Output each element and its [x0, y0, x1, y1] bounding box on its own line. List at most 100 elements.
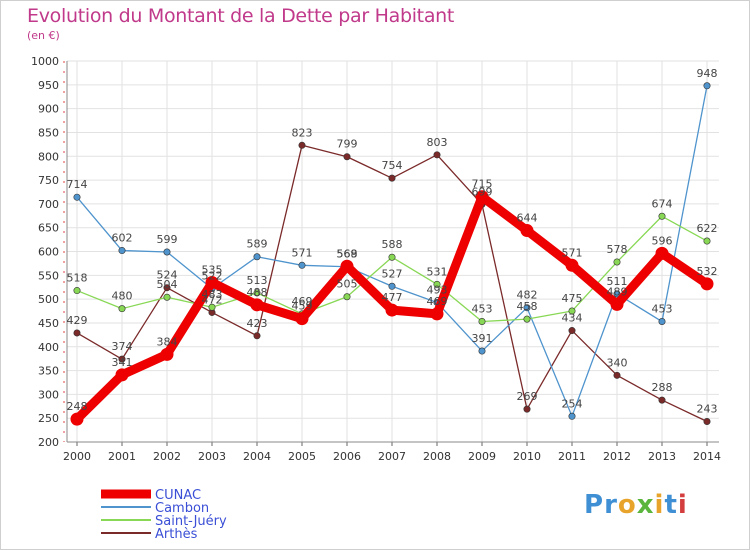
x-tick-label: 2002 [153, 450, 181, 463]
logo-letter: i [654, 490, 665, 520]
data-point [568, 327, 576, 335]
data-point [568, 412, 576, 420]
data-point [610, 297, 624, 311]
data-label: 453 [652, 303, 673, 316]
data-point [655, 246, 669, 260]
data-point [613, 290, 621, 298]
data-point [523, 315, 531, 323]
data-label: 823 [292, 126, 313, 139]
y-tick-label: 700 [38, 198, 59, 211]
data-label: 483 [202, 288, 223, 301]
data-label: 340 [607, 356, 628, 369]
data-label: 488 [247, 286, 268, 299]
y-tick-label: 650 [38, 222, 59, 235]
x-tick-label: 2007 [378, 450, 406, 463]
data-label: 429 [67, 314, 88, 327]
data-label: 571 [292, 246, 313, 259]
logo-letter: P [584, 490, 605, 520]
x-tick-label: 2003 [198, 450, 226, 463]
data-label: 674 [652, 197, 673, 210]
data-point [388, 253, 396, 261]
y-tick-label: 550 [38, 269, 59, 282]
logo-letter: x [636, 490, 655, 520]
y-tick-label: 750 [38, 174, 59, 187]
data-point [658, 318, 666, 326]
y-tick-label: 500 [38, 293, 59, 306]
data-label: 803 [427, 136, 448, 149]
axes: 200 250 300 350 400 450 500 550 600 650 700 750 800 8… [31, 55, 721, 463]
data-point [565, 258, 579, 272]
data-label: 799 [337, 138, 358, 151]
data-label: 423 [247, 317, 268, 330]
data-point [160, 347, 174, 361]
data-point [613, 258, 621, 266]
data-label: 568 [337, 248, 358, 261]
data-point [295, 312, 309, 326]
data-point [703, 82, 711, 90]
data-label: 341 [112, 356, 133, 369]
data-label: 531 [427, 265, 448, 278]
data-label: 948 [697, 67, 718, 80]
data-label: 505 [337, 278, 358, 291]
data-point [385, 303, 399, 317]
data-label: 459 [292, 300, 313, 313]
data-point [478, 347, 486, 355]
data-label: 288 [652, 381, 673, 394]
data-label: 254 [562, 397, 583, 410]
x-tick-label: 2013 [648, 450, 676, 463]
data-point [118, 247, 126, 255]
data-label: 434 [562, 312, 583, 325]
y-tick-label: 950 [38, 79, 59, 92]
data-point [433, 280, 441, 288]
logo-letter: o [617, 490, 637, 520]
y-tick-label: 350 [38, 365, 59, 378]
y-tick-label: 400 [38, 341, 59, 354]
data-label: 518 [67, 272, 88, 285]
data-point [253, 289, 261, 297]
y-tick-label: 850 [38, 126, 59, 139]
data-label: 527 [382, 267, 403, 280]
data-point [568, 307, 576, 315]
data-label: 469 [427, 295, 448, 308]
data-point [703, 418, 711, 426]
x-tick-label: 2009 [468, 450, 496, 463]
data-label: 599 [157, 233, 178, 246]
data-label: 243 [697, 403, 718, 416]
data-point [430, 307, 444, 321]
data-point [118, 355, 126, 363]
y-tick-label: 300 [38, 388, 59, 401]
data-label: 453 [472, 303, 493, 316]
data-label: 578 [607, 243, 628, 256]
data-point [343, 293, 351, 301]
y-tick-label: 1000 [31, 55, 59, 68]
data-label: 535 [202, 263, 223, 276]
data-point [205, 275, 219, 289]
data-point [253, 253, 261, 261]
data-point [163, 284, 171, 292]
data-point [253, 332, 261, 340]
data-point [388, 282, 396, 290]
data-label: 714 [67, 178, 88, 191]
data-label: 588 [382, 238, 403, 251]
data-point [343, 153, 351, 161]
data-point [163, 248, 171, 256]
data-label: 571 [562, 246, 583, 259]
data-label: 602 [112, 232, 133, 245]
data-point [478, 318, 486, 326]
data-point [208, 303, 216, 311]
data-point [613, 371, 621, 379]
data-label: 482 [517, 289, 538, 302]
logo-letter: i [677, 490, 688, 520]
x-tick-label: 2000 [63, 450, 91, 463]
legend-label: Arthès [155, 527, 198, 542]
data-point [340, 259, 354, 273]
y-tick-label: 800 [38, 150, 59, 163]
data-label: 504 [157, 278, 178, 291]
data-label: 524 [157, 269, 178, 282]
data-label: 269 [517, 390, 538, 403]
series-group [70, 82, 714, 426]
data-point [523, 405, 531, 413]
data-point [73, 329, 81, 337]
